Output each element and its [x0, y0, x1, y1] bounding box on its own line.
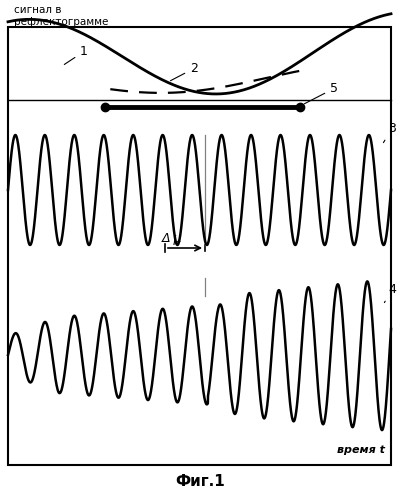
Text: Фиг.1: Фиг.1 — [175, 474, 225, 490]
Text: 2: 2 — [170, 62, 198, 80]
Text: 1: 1 — [64, 45, 88, 64]
Text: Δ μ: Δ μ — [162, 232, 183, 245]
Text: 5: 5 — [305, 82, 338, 104]
Bar — [8, 27, 391, 465]
Text: время t: время t — [337, 445, 385, 455]
Text: 4: 4 — [384, 283, 396, 302]
Text: 3: 3 — [383, 122, 396, 142]
Text: сигнал в
рефлектограмме: сигнал в рефлектограмме — [14, 5, 108, 28]
